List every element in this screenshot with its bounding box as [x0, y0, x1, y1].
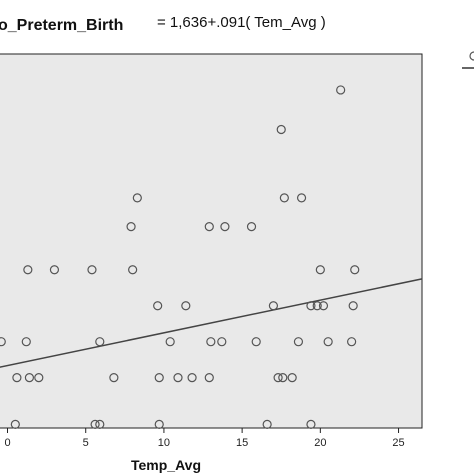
plot-area [0, 53, 423, 429]
data-point [348, 301, 358, 311]
data-point [21, 337, 31, 347]
data-point [262, 419, 272, 430]
data-point [109, 373, 119, 383]
legend-marker-fragment [469, 51, 474, 61]
data-point [95, 337, 105, 347]
data-point [336, 85, 346, 95]
data-point [23, 265, 33, 275]
data-point [279, 193, 289, 203]
data-point [276, 124, 286, 135]
data-point [34, 373, 44, 383]
data-point [268, 301, 279, 311]
data-point [251, 337, 261, 347]
fit-line [0, 278, 423, 368]
data-point [24, 373, 35, 383]
data-point [296, 193, 307, 203]
x-tick-label: 5 [83, 437, 89, 449]
equation-text: = 1,636+.091( Tem_Avg ) [157, 14, 326, 31]
data-point [217, 337, 227, 347]
x-tick-label: 20 [314, 437, 326, 449]
data-point [87, 265, 97, 275]
x-tick-label: 25 [392, 437, 404, 449]
x-axis: 0 5 10 15 20 25 [4, 428, 405, 449]
data-point [206, 337, 216, 347]
data-point [95, 419, 105, 430]
data-point [154, 373, 164, 383]
data-point [278, 373, 288, 383]
data-point [204, 373, 214, 383]
data-point [12, 373, 22, 383]
data-point [153, 301, 163, 311]
data-point [165, 337, 175, 347]
x-tick-label: 10 [158, 437, 170, 449]
x-tick-label: 0 [4, 437, 10, 449]
data-point [49, 265, 60, 275]
data-point [246, 222, 257, 232]
data-point [293, 337, 304, 347]
data-point [0, 337, 6, 347]
data-point [220, 222, 230, 232]
data-point [90, 419, 100, 430]
x-axis-title: Temp_Avg [131, 457, 201, 473]
data-point [10, 419, 20, 430]
data-point [315, 265, 325, 275]
data-point [306, 301, 316, 311]
data-point [181, 301, 191, 311]
data-point [126, 222, 136, 232]
fit-line-layer [0, 278, 423, 368]
data-point [187, 373, 197, 383]
data-point [350, 265, 360, 275]
data-point [318, 301, 329, 311]
equation-label: o_Preterm_Birth [0, 17, 123, 34]
data-point [204, 222, 214, 232]
data-point [128, 265, 138, 275]
data-point [306, 419, 316, 430]
data-point [347, 337, 357, 347]
data-point [287, 373, 297, 383]
data-point [323, 337, 333, 347]
data-point [312, 301, 322, 311]
x-tick-label: 15 [236, 437, 248, 449]
data-point [154, 419, 164, 430]
data-point [173, 373, 183, 383]
data-point [273, 373, 283, 383]
points-layer [0, 85, 360, 430]
data-point [132, 193, 142, 203]
